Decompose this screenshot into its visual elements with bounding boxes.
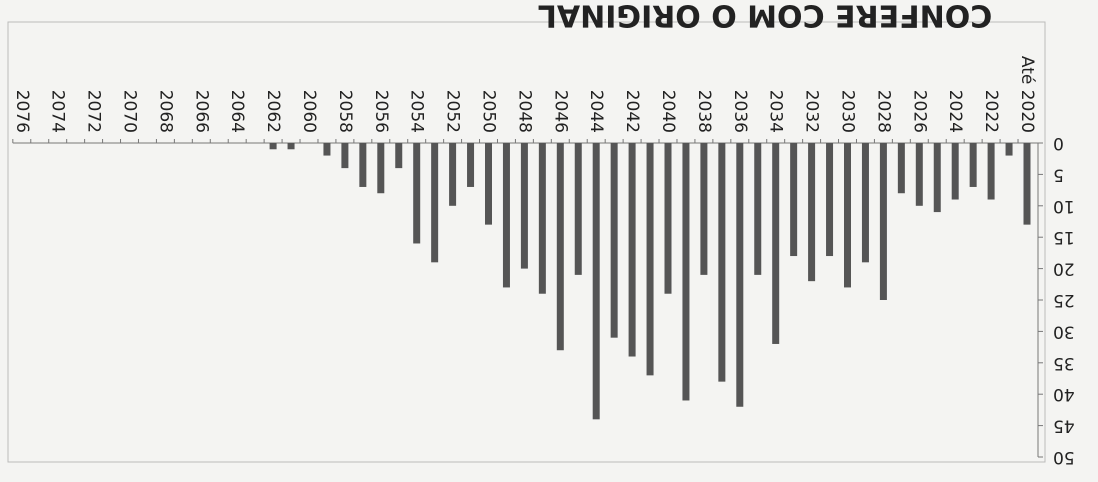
bar bbox=[754, 143, 762, 275]
rotated-chart: CONFERE COM O ORIGINAL 0 5 10 15 20 25 30 35 40 4… bbox=[7, 0, 1075, 467]
x-tick-label: 2066 bbox=[191, 90, 211, 133]
bar bbox=[377, 143, 385, 194]
x-tick-label: 2056 bbox=[371, 90, 391, 133]
x-tick-label: 2050 bbox=[479, 90, 499, 133]
bar bbox=[538, 143, 546, 294]
bar bbox=[610, 143, 618, 338]
stamp-text: CONFERE COM O ORIGINAL bbox=[538, 0, 992, 33]
y-tick-label: 10 bbox=[1053, 196, 1075, 216]
bar bbox=[700, 143, 708, 275]
bar bbox=[413, 143, 421, 244]
x-tick-label: 2062 bbox=[263, 90, 283, 133]
x-tick-label: 2030 bbox=[838, 90, 858, 133]
bar bbox=[431, 143, 439, 263]
bar bbox=[395, 143, 403, 169]
x-tick-label: 2074 bbox=[48, 90, 68, 133]
x-tick-label: 2054 bbox=[407, 90, 427, 133]
bar bbox=[879, 143, 887, 300]
bar bbox=[915, 143, 923, 206]
bar bbox=[287, 143, 295, 150]
bar bbox=[664, 143, 672, 294]
bar bbox=[1005, 143, 1013, 156]
bar bbox=[772, 143, 780, 344]
x-tick-label: Até 2020 bbox=[1017, 56, 1037, 133]
bar bbox=[682, 143, 690, 401]
bar bbox=[897, 143, 905, 194]
bar bbox=[359, 143, 367, 187]
bar bbox=[628, 143, 636, 357]
y-tick-label: 50 bbox=[1053, 447, 1075, 467]
x-tick-label: 2040 bbox=[658, 90, 678, 133]
bar bbox=[574, 143, 582, 275]
x-tick-label: 2046 bbox=[550, 90, 570, 133]
bar bbox=[323, 143, 331, 156]
x-tick-label: 2060 bbox=[299, 90, 319, 133]
bar bbox=[736, 143, 744, 407]
x-tick-label: 2070 bbox=[120, 90, 140, 133]
bar bbox=[969, 143, 977, 187]
bar bbox=[520, 143, 528, 269]
bar bbox=[987, 143, 995, 200]
x-tick-label: 2024 bbox=[945, 90, 965, 133]
bar bbox=[826, 143, 834, 257]
bar bbox=[1023, 143, 1031, 225]
x-tick-label: 2036 bbox=[730, 90, 750, 133]
x-tick-label: 2052 bbox=[443, 90, 463, 133]
bar bbox=[269, 143, 277, 150]
bar bbox=[502, 143, 510, 288]
y-tick-label: 35 bbox=[1053, 353, 1075, 373]
bar bbox=[449, 143, 457, 206]
x-tick-label: 2034 bbox=[766, 90, 786, 133]
x-tick-label: 2072 bbox=[84, 90, 104, 133]
y-tick-label: 0 bbox=[1053, 133, 1064, 153]
y-tick-label: 5 bbox=[1053, 164, 1064, 184]
plot-frame bbox=[7, 21, 1046, 463]
bar bbox=[861, 143, 869, 263]
y-tick-label: 25 bbox=[1053, 290, 1075, 310]
x-tick-label: 2044 bbox=[586, 90, 606, 133]
y-tick-label: 40 bbox=[1053, 384, 1075, 404]
y-tick-label: 15 bbox=[1053, 227, 1075, 247]
x-tick-label: 2064 bbox=[227, 90, 247, 133]
bar bbox=[790, 143, 798, 257]
bar bbox=[951, 143, 959, 200]
x-tick-label: 2022 bbox=[981, 90, 1001, 133]
bar bbox=[718, 143, 726, 382]
bar bbox=[341, 143, 349, 169]
x-tick-label: 2048 bbox=[514, 90, 534, 133]
x-tick-label: 2058 bbox=[335, 90, 355, 133]
x-tick-label: 2076 bbox=[12, 90, 32, 133]
bar bbox=[808, 143, 816, 282]
bar bbox=[933, 143, 941, 213]
x-tick-label: 2068 bbox=[155, 90, 175, 133]
x-tick-label: 2042 bbox=[622, 90, 642, 133]
y-tick-label: 30 bbox=[1053, 321, 1075, 341]
bar bbox=[556, 143, 564, 351]
bar bbox=[646, 143, 654, 376]
y-tick-label: 45 bbox=[1053, 416, 1075, 436]
x-tick-label: 2038 bbox=[694, 90, 714, 133]
bar bbox=[485, 143, 492, 225]
x-tick-label: 2032 bbox=[802, 90, 822, 133]
x-tick-label: 2028 bbox=[873, 90, 893, 133]
bar bbox=[467, 143, 475, 187]
bar bbox=[844, 143, 851, 288]
y-tick-label: 20 bbox=[1053, 259, 1075, 279]
x-tick-label: 2026 bbox=[909, 90, 929, 133]
bar bbox=[592, 143, 600, 420]
